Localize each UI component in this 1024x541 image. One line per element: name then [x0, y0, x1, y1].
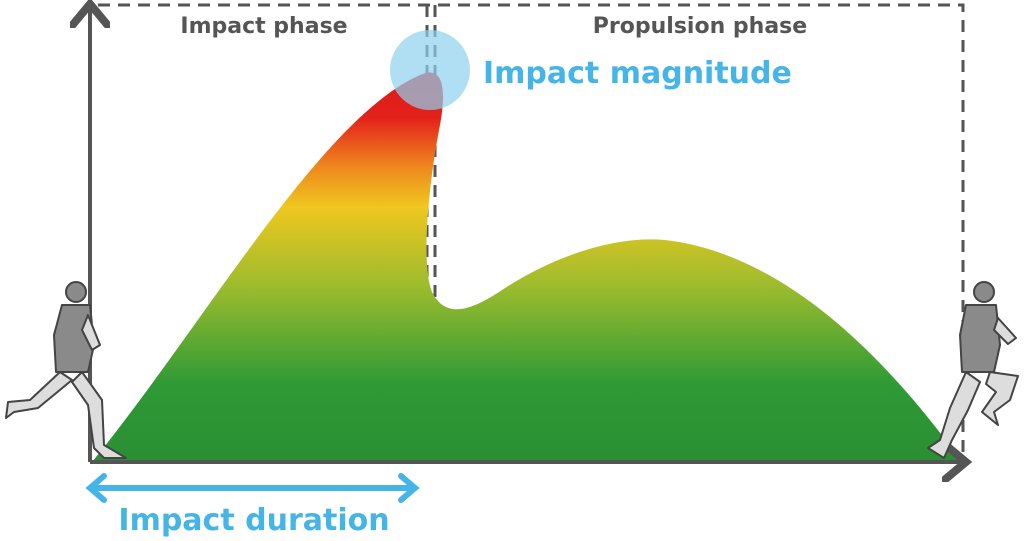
duration-arrow: [85, 473, 420, 503]
impact-duration-label: Impact duration: [118, 503, 389, 538]
force-curve: [92, 72, 962, 462]
impact-phase-label: Impact phase: [180, 14, 347, 39]
magnitude-highlight: [390, 30, 470, 110]
propulsion-phase-label: Propulsion phase: [593, 14, 807, 39]
runner-left: [5, 281, 127, 459]
impact-magnitude-label: Impact magnitude: [483, 56, 792, 91]
runner-right: [927, 281, 1019, 459]
